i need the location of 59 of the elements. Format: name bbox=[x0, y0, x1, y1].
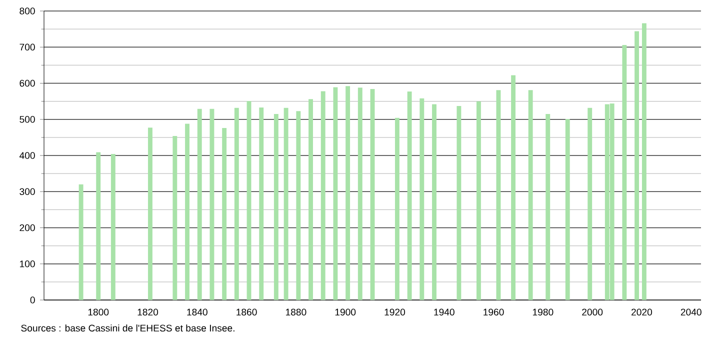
bar bbox=[476, 101, 481, 300]
bar bbox=[432, 104, 436, 300]
bar bbox=[222, 128, 227, 300]
bar bbox=[565, 119, 570, 300]
bar bbox=[420, 98, 424, 300]
y-tick-label: 600 bbox=[20, 80, 35, 87]
x-tick-label: 1960 bbox=[484, 308, 504, 316]
bar bbox=[407, 92, 412, 300]
y-tick-label: 100 bbox=[20, 260, 35, 268]
y-tick-label: 400 bbox=[20, 152, 35, 159]
bar bbox=[274, 114, 278, 300]
bar bbox=[308, 99, 313, 300]
x-tick-label: 2020 bbox=[632, 308, 652, 316]
x-tick-label: 1860 bbox=[236, 308, 257, 316]
bar bbox=[246, 100, 252, 300]
y-tick-label: 700 bbox=[20, 44, 35, 51]
bar bbox=[148, 128, 152, 300]
bar bbox=[528, 90, 533, 300]
x-tick-label: 1980 bbox=[532, 308, 554, 316]
x-tick-label: 1900 bbox=[335, 308, 356, 316]
bar bbox=[642, 23, 646, 300]
bar bbox=[456, 106, 462, 300]
source-note: Sources : base Cassini de l'EHESS et base Insee. bbox=[21, 324, 234, 332]
bar bbox=[622, 44, 627, 300]
bar bbox=[172, 136, 178, 300]
bar bbox=[320, 91, 326, 300]
x-tick-label: 1840 bbox=[187, 308, 208, 316]
bar bbox=[284, 108, 288, 300]
bar bbox=[333, 87, 338, 300]
x-tick-label: 2000 bbox=[582, 308, 603, 316]
y-tick-label: 200 bbox=[20, 224, 35, 232]
bar bbox=[588, 108, 592, 300]
bar bbox=[259, 107, 264, 300]
x-tick-label: 1880 bbox=[286, 308, 306, 316]
bar bbox=[185, 124, 190, 300]
y-tick-label: 300 bbox=[20, 188, 35, 196]
x-tick-label: 1800 bbox=[88, 308, 109, 316]
bar bbox=[358, 88, 362, 300]
bar bbox=[496, 90, 501, 300]
bar bbox=[96, 152, 101, 300]
bar bbox=[546, 114, 550, 300]
bar bbox=[78, 184, 84, 300]
bar bbox=[234, 108, 239, 300]
bar bbox=[110, 154, 116, 300]
bar bbox=[370, 89, 375, 300]
y-tick-label: 500 bbox=[20, 116, 35, 123]
bar bbox=[394, 118, 400, 300]
x-tick-label: 2040 bbox=[680, 308, 702, 316]
bar bbox=[197, 108, 202, 300]
y-tick-label: 0 bbox=[30, 296, 35, 304]
x-tick-label: 1940 bbox=[434, 308, 454, 316]
y-tick-label: 800 bbox=[20, 8, 35, 14]
bar bbox=[210, 108, 214, 300]
bar bbox=[296, 111, 301, 300]
x-tick-label: 1820 bbox=[138, 308, 158, 316]
bar bbox=[634, 31, 640, 300]
bar bbox=[511, 75, 516, 300]
x-tick-label: 1920 bbox=[384, 308, 406, 316]
bar bbox=[346, 86, 350, 300]
